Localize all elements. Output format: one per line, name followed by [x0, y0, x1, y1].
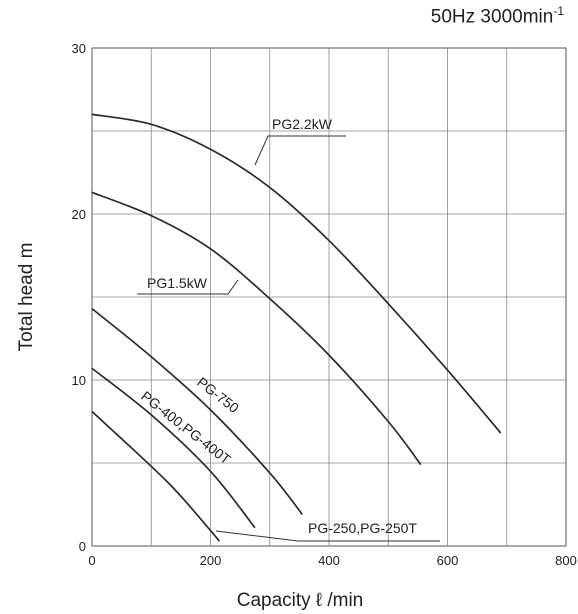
leader-pg250	[215, 530, 440, 542]
leader-lines	[137, 135, 440, 542]
leader-pg15kw	[137, 279, 239, 295]
chart-header: 50Hz 3000min-1	[431, 4, 564, 28]
y-tick-label: 0	[79, 539, 86, 554]
x-tick-label: 600	[437, 553, 459, 568]
header-main: 50Hz 3000min	[430, 6, 554, 28]
performance-curves	[91, 113, 502, 542]
x-tick-label: 400	[318, 553, 340, 568]
series-line-4	[91, 410, 221, 542]
series-line-2	[91, 307, 304, 515]
y-tick-label: 20	[72, 207, 86, 222]
x-axis-label: Capacity ℓ /min	[237, 590, 364, 611]
y-axis-label: Total head m	[16, 243, 37, 352]
curve-label-pg15kw: PG1.5kW	[147, 275, 208, 291]
series-line-3	[91, 367, 256, 529]
series-line-1	[91, 191, 422, 466]
tick-labels: 0 200 400 600 800 0 10 20 30	[72, 41, 577, 568]
x-tick-label: 200	[200, 553, 222, 568]
header-superscript: -1	[553, 4, 564, 18]
y-tick-label: 10	[72, 373, 86, 388]
x-tick-label: 0	[88, 553, 95, 568]
curve-labels: PG2.2kW PG1.5kW PG-750 PG-400,PG-400T PG…	[138, 116, 417, 536]
x-tick-label: 800	[555, 553, 577, 568]
series-line-0	[91, 113, 502, 434]
curve-label-pg22kw: PG2.2kW	[272, 116, 333, 132]
grid	[92, 48, 566, 546]
curve-label-pg250: PG-250,PG-250T	[308, 520, 417, 536]
leader-pg22kw	[254, 135, 346, 166]
y-tick-label: 30	[72, 41, 86, 56]
